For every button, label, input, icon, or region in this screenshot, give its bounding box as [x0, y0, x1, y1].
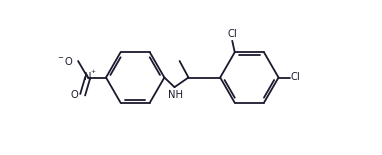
Text: Cl: Cl — [227, 29, 237, 39]
Text: N: N — [84, 73, 92, 82]
Text: O: O — [71, 90, 79, 100]
Text: $^-$O: $^-$O — [56, 55, 74, 67]
Text: Cl: Cl — [291, 73, 301, 82]
Text: NH: NH — [168, 90, 183, 100]
Text: $^+$: $^+$ — [89, 69, 97, 78]
